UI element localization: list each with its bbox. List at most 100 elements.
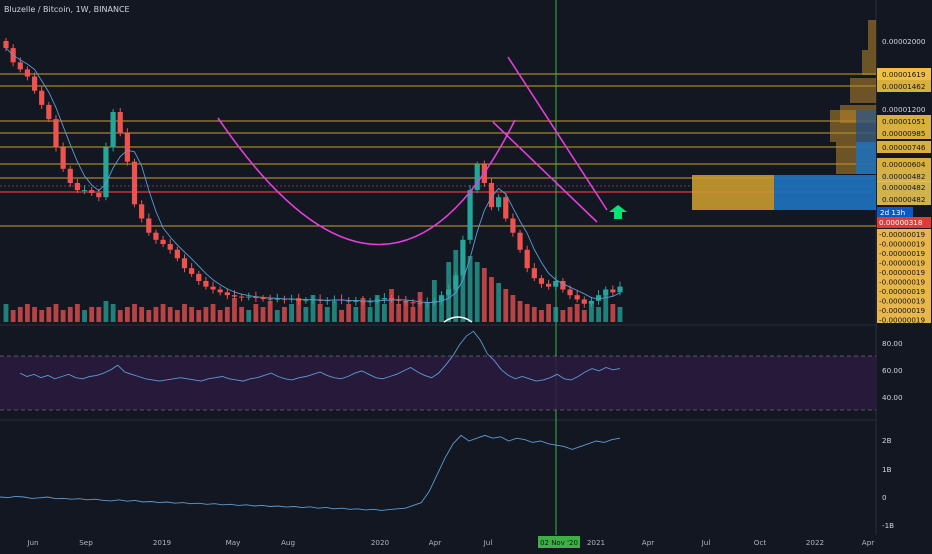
volume-bar <box>124 307 130 322</box>
price-axis-label: 0.00000482 <box>882 183 925 192</box>
candle-body <box>196 273 202 281</box>
volume-bar <box>210 304 216 322</box>
volume-bar <box>3 304 9 322</box>
volume-bar <box>546 304 552 322</box>
price-axis-label: 0.00000604 <box>882 160 926 169</box>
axis-label-bg <box>877 127 931 139</box>
time-axis-label: Apr <box>862 538 874 547</box>
volume-bar <box>246 310 252 322</box>
candle-body <box>153 232 159 240</box>
volume-bar <box>146 310 152 322</box>
volume-bar <box>339 310 344 322</box>
symbol-title: Bluzelle / Bitcoin, 1W, BINANCE <box>4 5 130 14</box>
negative-axis-label: -0.00000019 <box>879 278 925 287</box>
volume-bar <box>296 298 302 322</box>
volume-bar <box>60 310 66 322</box>
volume-bar <box>510 295 516 322</box>
candle-body <box>224 292 230 296</box>
candle-body <box>96 192 102 198</box>
volume-bar <box>489 277 494 322</box>
price-axis-label: 0.00000482 <box>882 172 925 181</box>
candle-body <box>124 133 130 162</box>
volume-bar <box>224 307 230 322</box>
volume-bar <box>467 256 473 322</box>
volume-bar <box>553 307 559 322</box>
candle-body <box>67 168 73 183</box>
volume-bar <box>424 304 430 322</box>
date-marker-label: 02 Nov '20 <box>540 539 578 547</box>
time-axis-label: 2022 <box>806 538 824 547</box>
volume-bar <box>574 304 580 322</box>
volume-bar <box>360 298 366 322</box>
price-axis-label: 0.00000746 <box>882 143 926 152</box>
volume-bar <box>353 307 359 322</box>
volume-bar <box>74 304 80 322</box>
handle-lower-line <box>492 121 598 223</box>
candle-body <box>231 295 238 297</box>
candle-body <box>131 161 138 205</box>
time-axis-label: 2020 <box>371 538 390 547</box>
volume-bar <box>617 307 623 322</box>
volume-bar <box>203 307 209 322</box>
volume-bar <box>132 304 137 322</box>
candle-body <box>117 112 123 134</box>
axis-label-bg <box>877 80 931 92</box>
volume-bar <box>374 295 380 322</box>
time-axis-label: 2021 <box>587 538 605 547</box>
candle-body <box>588 300 595 304</box>
volume-bar <box>160 304 166 322</box>
volume-bar <box>610 304 616 322</box>
volume-bar <box>503 289 509 322</box>
countdown-label: 2d 13h <box>880 208 905 217</box>
axis-label-bg <box>877 115 931 127</box>
volume-bar <box>324 307 330 322</box>
time-axis-label: Jun <box>26 538 38 547</box>
volume-bar <box>196 310 202 322</box>
candle-body <box>381 298 387 300</box>
candle-body <box>610 289 616 293</box>
obv-axis-label: 2B <box>882 436 892 445</box>
time-axis-label: Oct <box>754 538 767 547</box>
candle-body <box>453 275 459 290</box>
volume-arc <box>443 316 473 323</box>
volume-profile-box <box>692 175 774 210</box>
volume-bar <box>524 304 530 322</box>
candle-body <box>496 197 502 208</box>
price-axis-label: 0.00002000 <box>882 37 926 46</box>
time-axis-label: Sep <box>79 538 93 547</box>
candle-body <box>503 197 509 219</box>
candle-body <box>174 249 180 259</box>
volume-bar <box>232 298 237 322</box>
volume-bar <box>153 307 159 322</box>
volume-bar <box>139 307 145 322</box>
candle-body <box>246 296 252 298</box>
volume-bar <box>332 301 337 322</box>
cup-curve <box>217 117 516 246</box>
axis-label-bg <box>877 170 931 182</box>
volume-bar <box>531 307 537 322</box>
axis-label-bg <box>877 181 931 193</box>
volume-bar <box>174 310 180 322</box>
volume-bar <box>603 295 609 322</box>
candle-body <box>346 300 352 302</box>
volume-profile-bar <box>856 110 876 142</box>
negative-axis-label: -0.00000019 <box>879 230 925 239</box>
rsi-axis-label: 80.00 <box>882 339 903 348</box>
negative-labels-bg <box>877 229 931 323</box>
candle-body <box>303 300 309 302</box>
volume-bar <box>581 310 587 322</box>
up-arrow-icon <box>609 205 627 219</box>
volume-bar <box>260 307 266 322</box>
volume-bar <box>96 307 102 322</box>
price-axis-label: 0.00001462 <box>882 82 925 91</box>
rsi-line <box>19 330 621 382</box>
volume-bar <box>103 301 109 322</box>
volume-bar <box>282 307 287 322</box>
candle-body <box>367 300 373 303</box>
axis-label-bg <box>877 141 931 153</box>
time-axis-label: Aug <box>281 538 295 547</box>
volume-profile-bar <box>850 78 876 103</box>
volume-bar <box>567 307 573 322</box>
